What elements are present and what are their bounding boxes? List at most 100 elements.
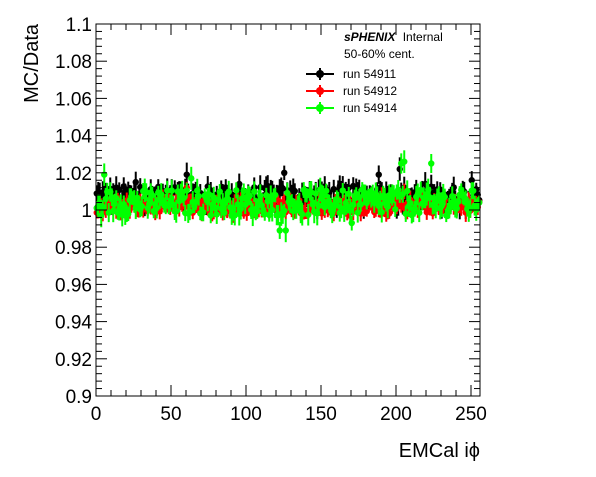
data-point: [315, 202, 322, 210]
y-tick-label: 1: [81, 201, 92, 222]
data-point: [200, 209, 207, 216]
data-point: [213, 211, 220, 218]
data-point: [404, 187, 411, 195]
y-tick-label: 1.04: [55, 127, 92, 148]
y-tick-label: 0.9: [66, 387, 92, 408]
data-point: [132, 178, 139, 186]
data-point: [354, 209, 361, 216]
data-point: [291, 187, 298, 195]
x-tick-label: 250: [455, 404, 487, 425]
x-axis-label: EMCal iϕ: [399, 440, 480, 462]
data-point: [281, 169, 288, 176]
data-point: [399, 201, 406, 208]
data-point: [282, 227, 289, 234]
data-point: [116, 186, 123, 194]
data-point: [216, 188, 223, 195]
legend-marker: [316, 87, 324, 95]
data-point: [233, 187, 240, 194]
data-point: [416, 209, 423, 216]
data-point: [414, 191, 421, 198]
annotation-status: Internal: [403, 30, 443, 44]
data-point: [264, 198, 271, 205]
data-point: [251, 188, 258, 195]
legend-label: run 54914: [343, 101, 397, 115]
data-point: [335, 197, 342, 204]
x-tick-label: 150: [305, 404, 337, 425]
data-point: [428, 160, 435, 167]
y-tick-label: 1.08: [55, 52, 92, 73]
data-point: [462, 195, 469, 203]
x-tick-label: 50: [160, 404, 181, 425]
data-point: [146, 200, 153, 208]
data-point: [149, 192, 156, 199]
data-point: [426, 194, 433, 201]
data-point: [276, 227, 283, 234]
data-point: [153, 204, 160, 212]
data-point: [221, 209, 228, 217]
data-point: [323, 187, 330, 195]
data-point: [272, 191, 279, 199]
data-point: [375, 202, 382, 210]
series-run-54914: [93, 150, 483, 243]
data-point: [120, 200, 127, 208]
y-tick-label: 1.1: [66, 15, 92, 36]
legend: run 54911 run 54912 run 54914: [306, 67, 397, 115]
data-point: [402, 210, 409, 217]
data-point: [468, 177, 475, 184]
data-point: [180, 194, 187, 202]
data-point: [138, 203, 145, 210]
data-point: [347, 207, 354, 214]
data-point: [188, 175, 195, 182]
data-point: [363, 208, 370, 215]
legend-label: run 54912: [343, 84, 397, 98]
data-point: [113, 194, 120, 202]
legend-label: run 54911: [343, 67, 396, 81]
data-point: [299, 211, 306, 218]
annotation-experiment-name: sPHENIX: [344, 30, 396, 44]
data-point: [470, 187, 477, 194]
data-point: [345, 190, 352, 198]
data-point: [125, 210, 132, 218]
data-point: [441, 193, 448, 201]
data-point: [281, 207, 288, 214]
data-point: [173, 208, 180, 215]
data-marks: [93, 150, 483, 243]
data-point: [321, 203, 328, 211]
data-point: [320, 192, 327, 200]
data-point: [225, 188, 232, 196]
y-tick-label: 1.02: [55, 164, 92, 185]
data-point: [348, 219, 355, 227]
data-point: [305, 211, 312, 218]
data-point: [183, 171, 190, 178]
data-point: [186, 208, 193, 216]
data-point: [339, 187, 346, 194]
data-point: [399, 191, 406, 198]
data-point: [435, 191, 442, 199]
y-axis-label: MC/Data: [21, 23, 43, 103]
x-tick-label: 100: [230, 404, 262, 425]
y-tick-label: 0.92: [55, 350, 92, 371]
y-tick-label: 0.96: [55, 275, 92, 296]
y-tick-label: 0.98: [55, 238, 92, 259]
data-point: [375, 171, 382, 178]
data-point: [195, 192, 202, 200]
y-tick-label: 0.94: [55, 313, 92, 334]
annotation-centrality: 50-60% cent.: [344, 47, 415, 61]
y-tick-label: 1.06: [55, 89, 92, 110]
legend-marker: [316, 70, 324, 78]
data-point: [240, 187, 247, 195]
data-point: [312, 190, 319, 197]
data-point: [99, 203, 106, 211]
axes: 0 50 100 150 200 250 0.9 0.92 0.94 0.96 0.98 1 1.02 1…: [55, 15, 487, 425]
data-point: [417, 186, 424, 194]
data-point: [249, 211, 256, 218]
data-point: [164, 187, 171, 194]
data-point: [183, 187, 190, 194]
data-point: [401, 158, 408, 165]
data-point: [246, 192, 253, 200]
x-tick-label: 200: [380, 404, 412, 425]
data-point: [266, 211, 273, 219]
data-point: [168, 187, 175, 194]
